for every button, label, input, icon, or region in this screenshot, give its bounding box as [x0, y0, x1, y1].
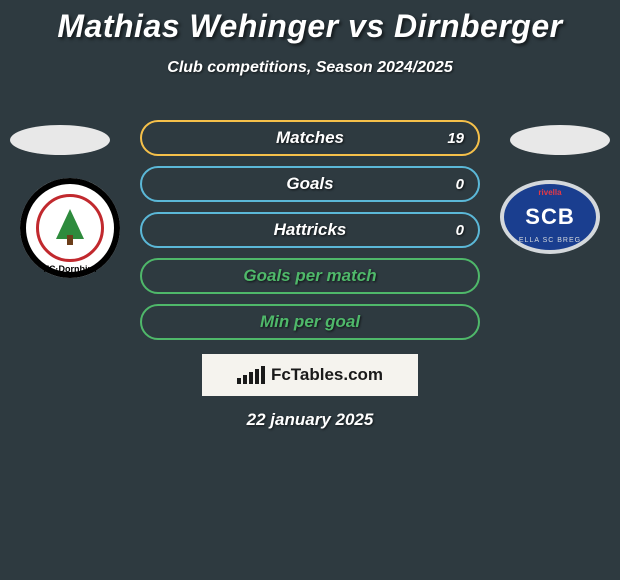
- club-badge-right: rivella SCB ELLA SC BREG: [500, 180, 600, 254]
- stat-value-right: 0: [456, 222, 464, 239]
- stat-bar: Goals 0: [140, 166, 480, 202]
- stat-value-right: 19: [447, 130, 464, 147]
- subtitle: Club competitions, Season 2024/2025: [0, 59, 620, 77]
- stat-bar: Min per goal: [140, 304, 480, 340]
- brand-text: FcTables.com: [271, 365, 383, 385]
- club-badge-left: FC·Dornbirn: [20, 178, 120, 278]
- stat-label: Min per goal: [260, 312, 360, 332]
- stat-label: Matches: [276, 128, 344, 148]
- stat-bar: Goals per match: [140, 258, 480, 294]
- date-label: 22 january 2025: [0, 410, 620, 430]
- stat-bar: Hattricks 0: [140, 212, 480, 248]
- stat-label: Hattricks: [274, 220, 347, 240]
- player-left-photo-placeholder: [10, 125, 110, 155]
- club-left-label: FC·Dornbirn: [44, 264, 97, 274]
- page-title: Mathias Wehinger vs Dirnberger: [0, 0, 620, 45]
- player-right-photo-placeholder: [510, 125, 610, 155]
- stat-value-right: 0: [456, 176, 464, 193]
- club-right-top: rivella: [538, 188, 561, 197]
- stat-label: Goals per match: [243, 266, 376, 286]
- stat-bars: Matches 19 Goals 0 Hattricks 0 Goals per match…: [140, 120, 480, 350]
- club-right-mid: SCB: [525, 204, 574, 230]
- stat-label: Goals: [286, 174, 333, 194]
- club-right-arc: ELLA SC BREG: [519, 237, 581, 244]
- brand-badge: FcTables.com: [202, 354, 418, 396]
- stat-bar: Matches 19: [140, 120, 480, 156]
- bar-chart-icon: [237, 366, 265, 384]
